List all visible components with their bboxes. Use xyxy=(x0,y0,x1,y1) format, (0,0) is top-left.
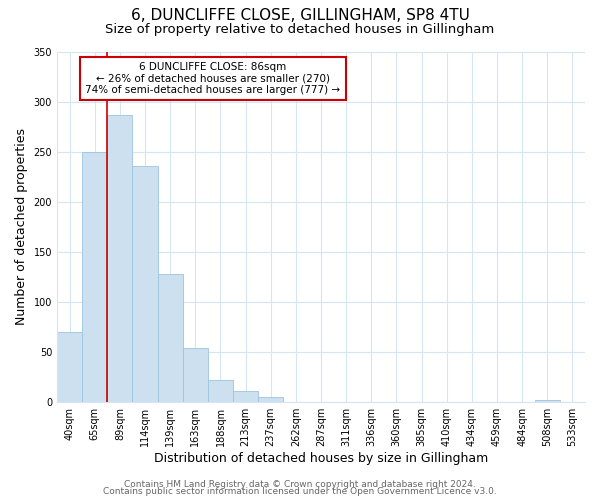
Bar xyxy=(208,380,233,402)
Text: Contains HM Land Registry data © Crown copyright and database right 2024.: Contains HM Land Registry data © Crown c… xyxy=(124,480,476,489)
Y-axis label: Number of detached properties: Number of detached properties xyxy=(15,128,28,326)
Text: Size of property relative to detached houses in Gillingham: Size of property relative to detached ho… xyxy=(106,22,494,36)
Text: Contains public sector information licensed under the Open Government Licence v3: Contains public sector information licen… xyxy=(103,487,497,496)
Text: 6 DUNCLIFFE CLOSE: 86sqm
← 26% of detached houses are smaller (270)
74% of semi-: 6 DUNCLIFFE CLOSE: 86sqm ← 26% of detach… xyxy=(85,62,340,95)
Bar xyxy=(258,397,283,402)
X-axis label: Distribution of detached houses by size in Gillingham: Distribution of detached houses by size … xyxy=(154,452,488,465)
Bar xyxy=(107,114,133,402)
Bar xyxy=(183,348,208,402)
Text: 6, DUNCLIFFE CLOSE, GILLINGHAM, SP8 4TU: 6, DUNCLIFFE CLOSE, GILLINGHAM, SP8 4TU xyxy=(131,8,469,22)
Bar xyxy=(158,274,183,402)
Bar xyxy=(82,152,107,402)
Bar xyxy=(57,332,82,402)
Bar xyxy=(535,400,560,402)
Bar xyxy=(133,166,158,402)
Bar xyxy=(233,391,258,402)
